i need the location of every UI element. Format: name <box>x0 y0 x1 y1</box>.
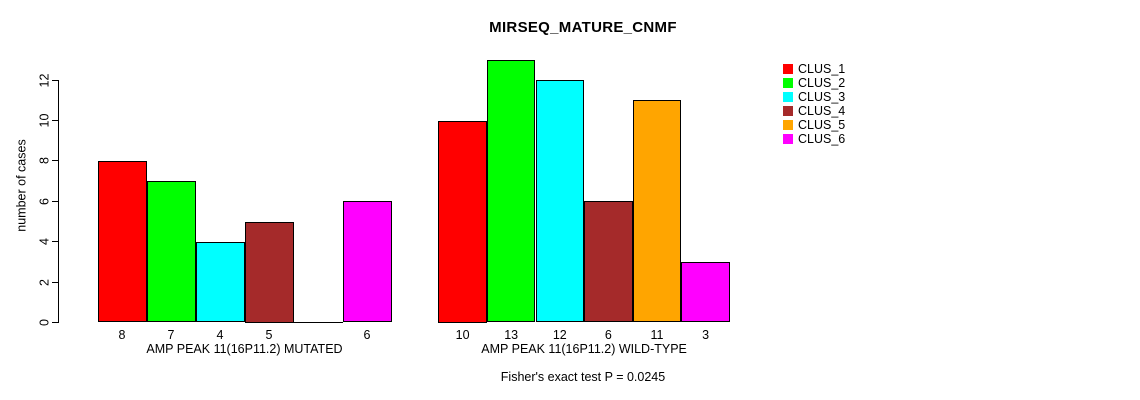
legend-label: CLUS_1 <box>798 62 846 76</box>
bar-count-label: 11 <box>650 328 664 342</box>
y-axis-tick <box>52 200 58 202</box>
legend-label: CLUS_4 <box>798 104 846 118</box>
bar-clus-2-wild-type <box>486 59 536 323</box>
bar-count-label: 13 <box>504 328 519 342</box>
y-tick-label: 2 <box>37 278 52 286</box>
legend-swatch-clus-5 <box>783 120 793 130</box>
bar-count-label: 4 <box>216 328 224 342</box>
y-axis-tick <box>52 322 58 323</box>
legend-label: CLUS_3 <box>798 90 846 104</box>
bar-count-label: 3 <box>702 328 710 342</box>
bar-clus-3-wild-type <box>535 80 585 323</box>
bar-count-label: 7 <box>167 328 175 342</box>
legend-swatch-clus-3 <box>783 92 793 102</box>
legend-label: CLUS_5 <box>798 118 846 132</box>
legend-label: CLUS_6 <box>798 132 846 146</box>
bar-clus-6-mutated <box>342 201 392 323</box>
legend-swatch-clus-1 <box>783 64 793 74</box>
fisher-test-annotation: Fisher's exact test P = 0.0245 <box>500 370 666 384</box>
bar-count-label: 12 <box>552 328 567 342</box>
bar-count-label: 8 <box>118 328 126 342</box>
legend-swatch-clus-6 <box>783 134 793 144</box>
bar-count-label: 6 <box>363 328 371 342</box>
bar-clus-4-wild-type <box>584 201 633 323</box>
legend-swatch-clus-4 <box>783 106 793 116</box>
group-axis-label-mutated: AMP PEAK 11(16P11.2) MUTATED <box>146 342 343 356</box>
y-axis-tick <box>52 79 58 81</box>
bar-clus-1-mutated <box>97 160 147 323</box>
bar-clus-5-mutated-zero <box>293 321 343 323</box>
bar-clus-4-mutated <box>244 221 294 323</box>
group-axis-label-wild-type: AMP PEAK 11(16P11.2) WILD-TYPE <box>481 342 687 356</box>
bar-count-label: 10 <box>455 328 470 342</box>
y-tick-label: 6 <box>37 197 52 205</box>
y-tick-label: 10 <box>37 113 52 128</box>
bar-clus-2-mutated <box>146 181 196 323</box>
y-axis-tick <box>52 281 58 283</box>
y-axis-tick <box>52 120 58 121</box>
y-axis-tick <box>52 160 58 162</box>
bar-clus-6-wild-type <box>681 261 730 323</box>
y-axis-label: number of cases <box>14 139 29 232</box>
legend-label: CLUS_2 <box>798 76 846 90</box>
y-tick-label: 0 <box>37 319 52 326</box>
y-tick-label: 12 <box>37 73 52 88</box>
y-tick-label: 8 <box>37 157 52 165</box>
bar-clus-1-wild-type <box>438 120 487 323</box>
bar-clus-5-wild-type <box>632 100 682 323</box>
legend-swatch-clus-2 <box>783 78 793 88</box>
chart-title: MIRSEQ_MATURE_CNMF <box>489 19 677 36</box>
bar-count-label: 5 <box>265 328 273 342</box>
y-axis-tick <box>52 241 58 243</box>
bar-count-label: 6 <box>604 328 612 342</box>
bar-clus-3-mutated <box>195 241 245 323</box>
y-axis-line <box>58 80 59 324</box>
y-tick-label: 4 <box>37 238 52 246</box>
